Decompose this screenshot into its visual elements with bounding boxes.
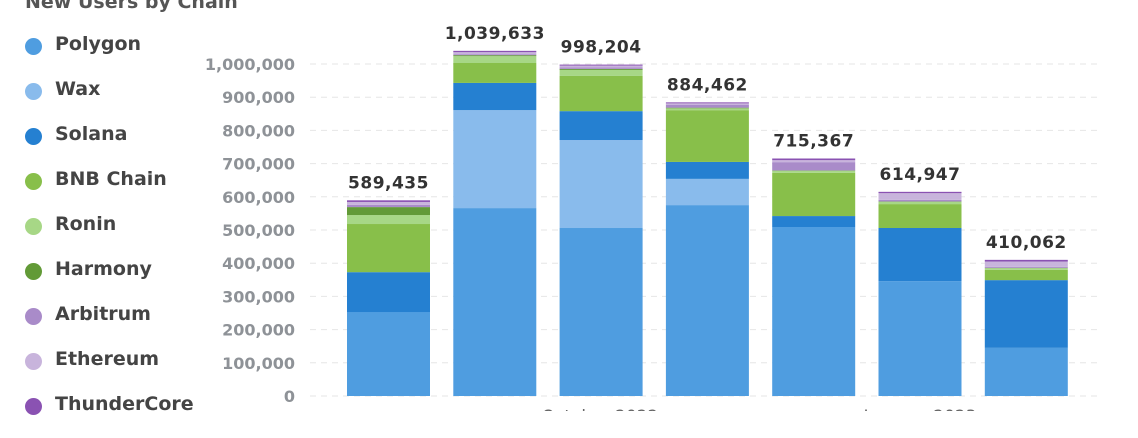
- bar-segment-harmony: [560, 69, 643, 70]
- x-tick-label: January 2023: [862, 407, 976, 411]
- bar-segment-arbitrum: [985, 267, 1068, 268]
- bar-segment-polygon: [879, 281, 962, 396]
- bar-segment-arbitrum: [772, 162, 855, 170]
- bar-segment-wax: [560, 140, 643, 228]
- bar-segment-ethereum: [985, 262, 1068, 267]
- y-tick-label: 800,000: [222, 121, 295, 140]
- bar-segment-harmony: [453, 55, 536, 56]
- bar-segment-polygon: [772, 227, 855, 396]
- y-tick-label: 1,000,000: [205, 55, 295, 74]
- bar-segment-ronin: [560, 70, 643, 76]
- bar-segment-thundercore: [666, 102, 749, 103]
- bar-segment-ethereum: [560, 66, 643, 68]
- y-tick-label: 700,000: [222, 155, 295, 174]
- bar-segment-ronin: [666, 108, 749, 110]
- bar-segment-ronin: [347, 215, 430, 224]
- stacked-bar-chart: 0 100,000 200,000 300,000 400,000 500,000 600,…: [0, 0, 1138, 411]
- bar-segment-ronin: [879, 202, 962, 204]
- bar-segment-solana: [347, 272, 430, 312]
- bar-segment-bnb-chain: [985, 270, 1068, 280]
- bar-segment-solana: [453, 83, 536, 110]
- bar-segment-wax: [453, 110, 536, 208]
- bar-segment-solana: [772, 216, 855, 227]
- x-tick-label: October 2022: [542, 407, 659, 411]
- bar-segment-arbitrum: [347, 205, 430, 207]
- bar-segment-polygon: [453, 208, 536, 396]
- bar-segment-bnb-chain: [347, 224, 430, 272]
- bar-segment-thundercore: [772, 158, 855, 160]
- bar-segment-bnb-chain: [666, 110, 749, 162]
- bar-total-label: 410,062: [986, 233, 1067, 253]
- bar-segment-thundercore: [453, 51, 536, 52]
- y-tick-label: 900,000: [222, 88, 295, 107]
- bar-segment-ethereum: [879, 193, 962, 200]
- bar-total-label: 715,367: [773, 131, 854, 151]
- bar-total-label: 884,462: [667, 75, 748, 95]
- bar-segment-ethereum: [347, 202, 430, 205]
- bar-segment-harmony: [666, 108, 749, 109]
- bar-segment-solana: [879, 228, 962, 281]
- bar-segment-polygon: [666, 205, 749, 396]
- y-tick-label: 0: [284, 387, 295, 406]
- bar-segment-solana: [560, 111, 643, 140]
- bar-total-label: 998,204: [561, 38, 642, 58]
- y-tick-label: 200,000: [222, 321, 295, 340]
- bar-segment-thundercore: [985, 260, 1068, 262]
- bar-segment-ronin: [772, 171, 855, 173]
- bar-segment-ronin: [453, 56, 536, 63]
- bar-segment-solana: [985, 280, 1068, 348]
- bar-total-label: 614,947: [880, 165, 961, 185]
- bar-segment-bnb-chain: [772, 173, 855, 216]
- bar-total-label: 1,039,633: [445, 24, 545, 44]
- bar-segment-ethereum: [666, 103, 749, 104]
- bar-segment-arbitrum: [879, 200, 962, 202]
- bar-segment-ethereum: [453, 52, 536, 54]
- y-tick-label: 400,000: [222, 254, 295, 273]
- bar-total-label: 589,435: [348, 173, 429, 193]
- bar-segment-bnb-chain: [453, 63, 536, 83]
- bar-segment-ethereum: [772, 160, 855, 162]
- bar-segment-bnb-chain: [879, 204, 962, 228]
- bar-segment-thundercore: [347, 200, 430, 202]
- bar-segment-arbitrum: [453, 54, 536, 55]
- bar-segment-thundercore: [879, 192, 962, 193]
- bar-segment-arbitrum: [560, 67, 643, 69]
- y-tick-label: 300,000: [222, 287, 295, 306]
- y-tick-label: 600,000: [222, 188, 295, 207]
- y-tick-label: 100,000: [222, 354, 295, 373]
- bar-segment-ronin: [985, 268, 1068, 270]
- y-tick-label: 500,000: [222, 221, 295, 240]
- bar-segment-harmony: [347, 207, 430, 215]
- bar-segment-polygon: [985, 348, 1068, 396]
- bar-segment-polygon: [560, 228, 643, 396]
- bar-segment-solana: [666, 162, 749, 179]
- bar-segment-thundercore: [560, 65, 643, 66]
- bar-segment-bnb-chain: [560, 76, 643, 111]
- bar-segment-arbitrum: [666, 105, 749, 108]
- bar-segment-wax: [666, 179, 749, 205]
- bar-segment-polygon: [347, 312, 430, 396]
